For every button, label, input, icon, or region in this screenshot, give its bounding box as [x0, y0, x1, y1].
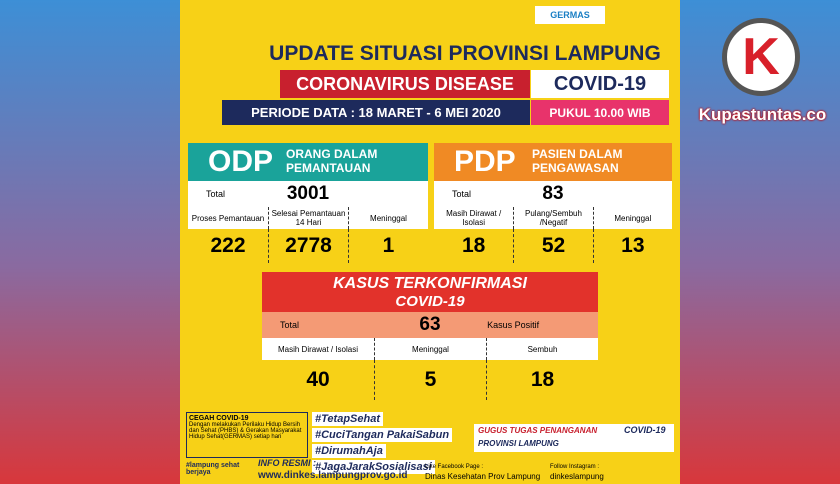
abbr: PDP [454, 145, 516, 178]
full: ORANG DALAM PEMANTAUAN [286, 147, 378, 175]
subtitle: COVID-19 [395, 293, 465, 310]
total-label: Total [452, 189, 472, 199]
logo: GERMAS [535, 6, 605, 24]
cell-value: 13 [592, 229, 672, 263]
cell-value: 222 [188, 229, 268, 263]
total-row: Total 63 Kasus Positif [262, 312, 598, 338]
hashtag: #DirumahAja [312, 444, 386, 458]
ig: dinkeslampung [550, 472, 604, 481]
total: 63 [419, 314, 441, 335]
odp-panel: ODP ORANG DALAM PEMANTAUAN Total 3001 Proses… [188, 143, 428, 263]
fb: Dinas Kesehatan Prov Lampung [425, 472, 541, 481]
total-row: Total 3001 [188, 181, 428, 207]
total-label: Total [280, 320, 300, 330]
prevent-title: CEGAH COVID-19 [189, 415, 249, 422]
confirmed-panel: KASUS TERKONFIRMASI COVID-19 Total 63 Kasus … [262, 272, 598, 400]
ig-label: Follow Instagram : [550, 464, 600, 470]
badge: COVID-19 [531, 70, 669, 98]
time: PUKUL 10.00 WIB [531, 100, 669, 125]
total-row: Total 83 [434, 181, 672, 207]
subtitle: CORONAVIRUS DISEASE [280, 70, 530, 98]
cell-label: Meninggal [348, 207, 428, 229]
task-badge: COVID-19 [624, 425, 666, 435]
task-region: PROVINSI LAMPUNG [478, 439, 559, 448]
fb-label: Like Facebook Page : [425, 464, 484, 470]
cell-label: Meninggal [374, 338, 486, 360]
cell-value: 40 [262, 360, 374, 400]
hashtag: #CuciTangan PakaiSabun [312, 428, 453, 442]
hashtag: #TetapSehat [312, 412, 384, 426]
cell-label: Masih Dirawat / Isolasi [262, 338, 374, 360]
cell-value: 18 [434, 229, 514, 263]
prevent-box: CEGAH COVID-19 Dengan melakukan Perilaku… [186, 412, 308, 458]
watermark-site: Kupastuntas.co [698, 105, 827, 124]
cell-label: Pulang/Sembuh /Negatif [513, 207, 593, 229]
watermark-logo: K [722, 18, 800, 96]
cell-value: 1 [348, 229, 428, 263]
website: www.dinkes.lampungprov.go.id [258, 470, 408, 481]
cell-label: Meninggal [592, 207, 672, 229]
title: UPDATE SITUASI PROVINSI LAMPUNG [269, 42, 661, 65]
task-force: GUGUS TUGAS PENANGANAN COVID-19 PROVINSI… [474, 424, 674, 452]
full: PASIEN DALAM PENGAWASAN [532, 147, 623, 175]
hashtag: #JagaJarakSosialisasi [312, 460, 435, 474]
cell-value: 5 [374, 360, 486, 400]
panel-header: KASUS TERKONFIRMASI COVID-19 [262, 272, 598, 312]
total: 83 [542, 183, 564, 204]
hashtags: #TetapSehat #CuciTangan PakaiSabun #Diruma… [312, 412, 472, 474]
panel-header: ODP ORANG DALAM PEMANTAUAN [188, 143, 428, 181]
cell-value: 52 [513, 229, 593, 263]
brand: #lampung sehat berjaya [186, 462, 240, 476]
cell-value: 2778 [268, 229, 348, 263]
abbr: ODP [208, 145, 274, 178]
cell-value: 18 [486, 360, 598, 400]
info-label: INFO RESMI : [258, 458, 316, 468]
panel-header: PDP PASIEN DALAM PENGAWASAN [434, 143, 672, 181]
total: 3001 [286, 183, 330, 204]
title: KASUS TERKONFIRMASI [333, 275, 527, 292]
total-label: Total [206, 189, 226, 199]
prevent-text: Dengan melakukan Perilaku Hidup Bersih d… [189, 422, 302, 440]
note: Kasus Positif [487, 320, 540, 330]
cell-label: Sembuh [486, 338, 598, 360]
task-force-title: GUGUS TUGAS PENANGANAN [478, 426, 598, 435]
period: PERIODE DATA : 18 MARET - 6 MEI 2020 [222, 100, 530, 125]
cell-label: Proses Pemantauan [188, 207, 268, 229]
cell-label: Selesai Pemantauan 14 Hari [268, 207, 348, 229]
cell-label: Masih Dirawat / Isolasi [434, 207, 514, 229]
pdp-panel: PDP PASIEN DALAM PENGAWASAN Total 83 Masih D… [434, 143, 672, 263]
